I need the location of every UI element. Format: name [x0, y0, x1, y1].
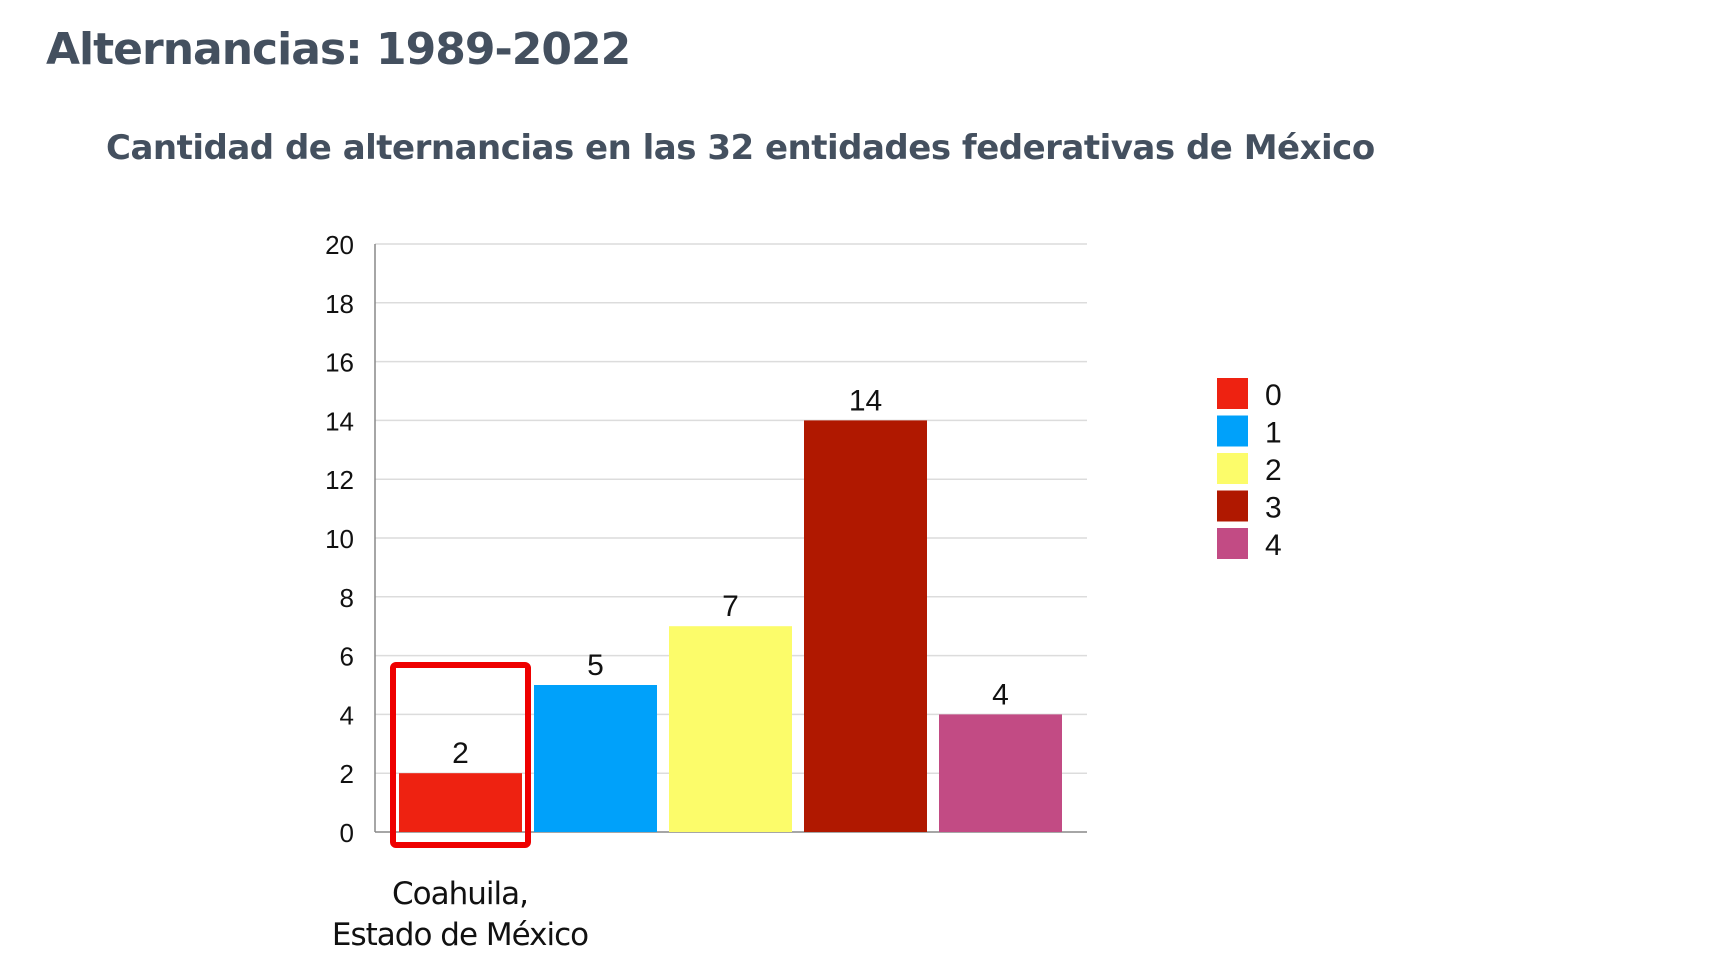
highlight-annotation-label: Coahuila, Estado de México: [330, 874, 590, 956]
y-tick-label: 8: [340, 583, 354, 613]
bar-3: [804, 420, 927, 832]
legend-swatch-1: [1217, 415, 1248, 447]
data-label: 14: [849, 384, 882, 417]
legend-label: 4: [1265, 529, 1282, 562]
bar-1: [534, 685, 657, 832]
data-label: 5: [587, 649, 604, 682]
legend-label: 2: [1265, 454, 1282, 487]
y-tick-label: 20: [325, 230, 354, 260]
y-tick-label: 6: [340, 642, 354, 672]
y-tick-label: 16: [325, 348, 354, 378]
y-tick-label: 2: [340, 759, 354, 789]
legend-swatch-4: [1217, 528, 1248, 559]
y-tick-label: 0: [340, 818, 354, 848]
y-tick-label: 14: [325, 406, 354, 436]
bar-4: [939, 714, 1062, 832]
y-tick-label: 12: [325, 465, 354, 495]
y-tick-label: 4: [340, 700, 354, 730]
data-label: 2: [452, 737, 469, 770]
bar-2: [669, 626, 792, 832]
data-label: 7: [722, 590, 739, 623]
legend-label: 1: [1265, 417, 1282, 450]
highlight-box: [390, 662, 531, 848]
annotation-line-1: Coahuila,: [392, 876, 529, 912]
legend-label: 0: [1265, 379, 1282, 412]
bar-0: [399, 773, 522, 832]
data-label: 4: [992, 678, 1009, 711]
legend-label: 3: [1265, 492, 1282, 525]
y-tick-label: 18: [325, 289, 354, 319]
chart-subtitle: Cantidad de alternancias en las 32 entid…: [106, 128, 1375, 168]
legend-swatch-0: [1217, 378, 1248, 409]
annotation-line-2: Estado de México: [331, 917, 589, 953]
legend-swatch-3: [1217, 490, 1248, 522]
y-tick-label: 10: [325, 524, 354, 554]
page-title: Alternancias: 1989-2022: [46, 24, 631, 75]
legend-swatch-2: [1217, 453, 1248, 484]
